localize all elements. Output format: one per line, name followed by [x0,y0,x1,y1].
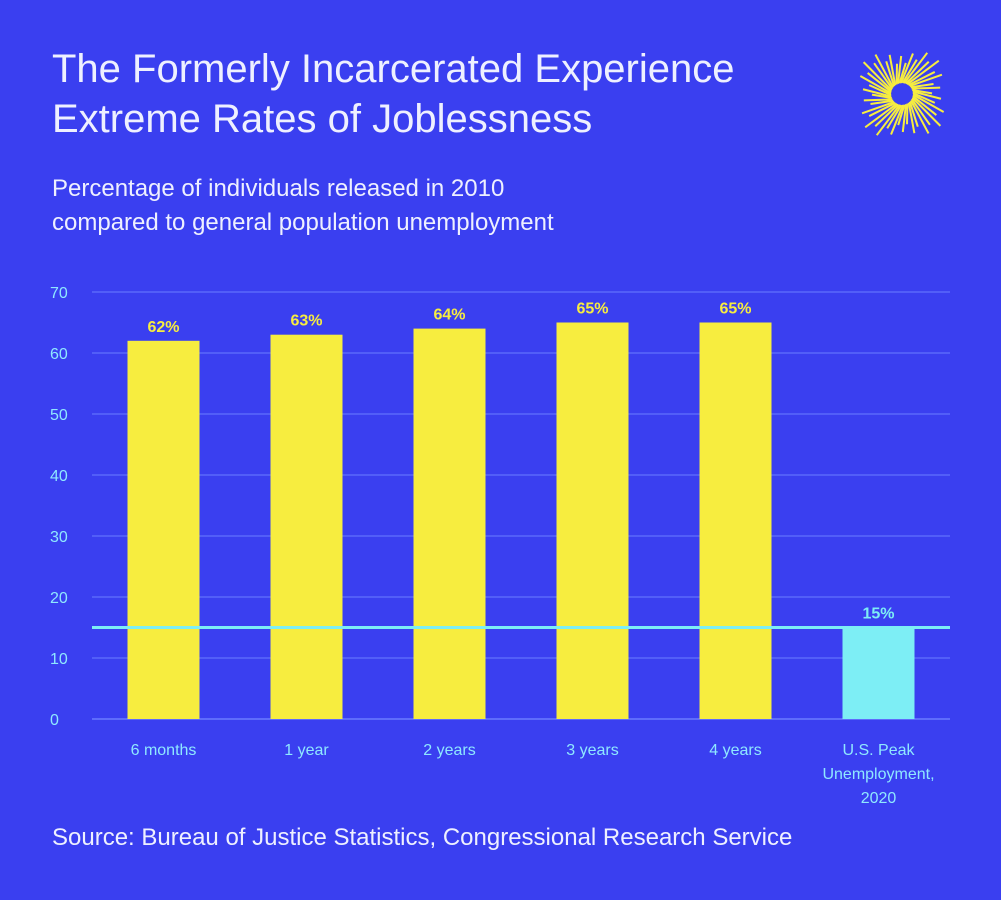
chart-subtitle-line-1: Percentage of individuals released in 20… [52,175,505,202]
logo-ray [890,104,904,135]
bar [413,328,486,719]
logo-ray [897,55,903,84]
logo-ray [861,100,895,115]
chart-title-line-1: The Formerly Incarcerated Experience [52,47,735,91]
bar [127,340,200,719]
y-tick-label: 30 [50,529,68,546]
chart-subtitle: Percentage of individuals released in 20… [52,172,832,240]
x-tick-label: 1 year [284,742,329,759]
data-label: 64% [433,307,465,324]
source-note: Source: Bureau of Justice Statistics, Co… [52,824,793,851]
logo-ray [870,99,894,105]
logo-ray [901,59,918,84]
logo-ray [910,98,931,126]
x-tick-label: 2020 [861,790,897,807]
logo-ray [863,98,893,102]
x-tick-label: 4 years [709,742,761,759]
logo-ray [873,62,894,90]
logo-ray [859,75,892,95]
logo-ray [885,60,896,87]
logo-ray [898,62,907,84]
bar-chart: 0 10 20 30 40 50 60 70 62% 6 months 63% 1 year 64% 2 … [50,285,950,807]
logo-ray [911,86,941,90]
y-tick-label: 50 [50,407,68,424]
bar [270,334,343,719]
bar [699,322,772,719]
logo-ray [910,99,930,134]
logo-ray [867,72,892,93]
logo-ray [908,101,919,128]
y-tick-label: 10 [50,651,68,668]
logo-ray [875,104,901,136]
logo-ray [874,54,894,89]
y-tick-label: 60 [50,346,68,363]
logo-ray [874,103,899,127]
logo-ray [903,52,929,84]
logo-ray [901,104,907,133]
y-tick-label: 40 [50,468,68,485]
logo-ray [909,73,943,88]
logo-ray [907,102,916,134]
y-tick-label: 70 [50,285,68,302]
chart-subtitle-line-2: compared to general population unemploym… [52,209,554,236]
logo-ray [862,61,893,92]
logo-ray [906,59,940,86]
x-tick-label: 2 years [423,742,475,759]
logo-ray [912,92,936,104]
logo-ray [897,104,906,126]
logo-ray [908,71,936,86]
bar [556,322,629,719]
logo-ray [868,84,892,96]
logo-ray [911,96,942,127]
logo-ray [871,93,892,99]
logo-ray [905,61,930,85]
logo-ray [912,95,937,116]
logo-ray [900,53,914,84]
x-tick-label: 6 months [131,742,197,759]
logo-ray [912,90,942,100]
data-label: 65% [719,301,751,318]
chart-title-line-2: Extreme Rates of Joblessness [52,97,593,141]
x-tick-label: 3 years [566,742,618,759]
y-tick-label: 20 [50,590,68,607]
sunburst-logo-icon [859,52,945,136]
logo-ray [910,83,934,89]
x-tick-label: Unemployment, [822,766,934,783]
logo-ray [888,54,897,86]
data-label: 65% [576,301,608,318]
data-label: 15% [862,606,894,623]
logo-ray [912,93,945,113]
bar [842,627,915,719]
logo-ray [862,88,892,98]
logo-ray [886,104,903,129]
logo-ray [868,102,896,117]
data-label: 62% [147,319,179,336]
logo-ray [912,89,933,95]
chart-title: The Formerly Incarcerated Experience Ext… [52,44,852,144]
y-tick-label: 0 [50,712,59,729]
logo-ray [864,102,898,129]
data-label: 63% [290,313,322,330]
x-tick-label: U.S. Peak [842,742,915,759]
